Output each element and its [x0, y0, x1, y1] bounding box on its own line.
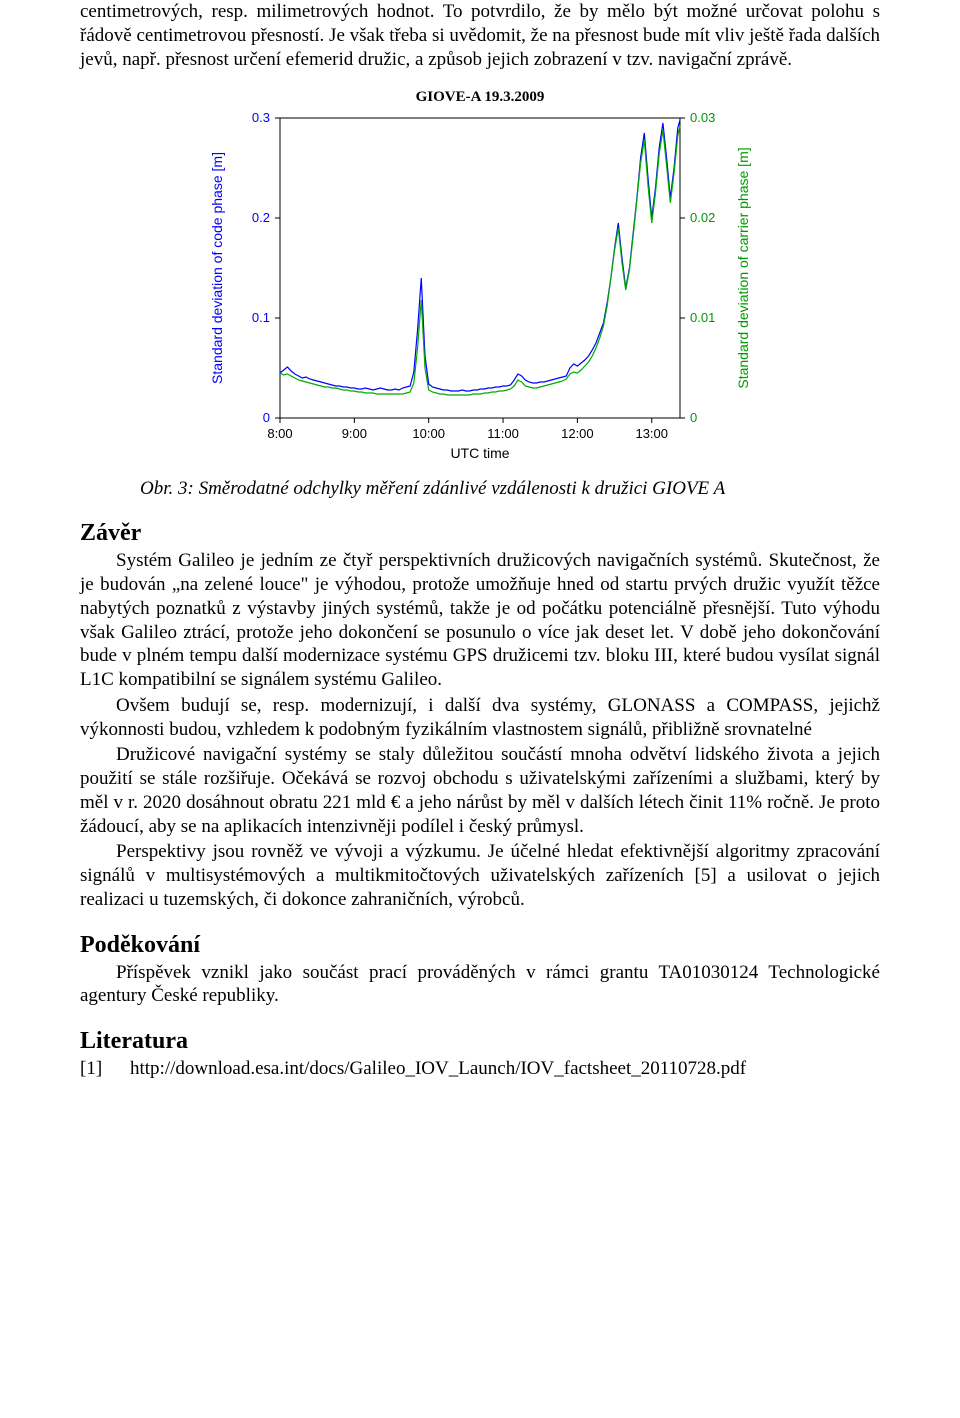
- svg-text:UTC time: UTC time: [450, 445, 509, 461]
- svg-text:11:00: 11:00: [487, 426, 519, 441]
- figure-caption: Obr. 3: Směrodatné odchylky měření zdánl…: [80, 478, 880, 500]
- reference-1-num: [1]: [80, 1057, 130, 1081]
- heading-literatura: Literatura: [80, 1028, 880, 1055]
- intro-paragraph: centimetrových, resp. milimetrových hodn…: [80, 0, 880, 71]
- svg-text:0: 0: [263, 410, 270, 425]
- svg-text:8:00: 8:00: [267, 426, 292, 441]
- svg-text:0.03: 0.03: [690, 110, 715, 125]
- svg-text:0.2: 0.2: [252, 210, 270, 225]
- svg-text:0: 0: [690, 410, 697, 425]
- zaver-p4: Perspektivy jsou rovněž ve vývoji a výzk…: [80, 840, 880, 911]
- heading-podekovani: Poděkování: [80, 932, 880, 959]
- chart-title: GIOVE-A 19.3.2009: [200, 89, 760, 106]
- zaver-p2: Ovšem budují se, resp. modernizují, i da…: [80, 694, 880, 742]
- svg-text:0.1: 0.1: [252, 310, 270, 325]
- svg-text:0.3: 0.3: [252, 110, 270, 125]
- svg-text:Standard deviation of code pha: Standard deviation of code phase [m]: [209, 152, 225, 384]
- svg-text:9:00: 9:00: [342, 426, 367, 441]
- podekovani-p1: Příspěvek vznikl jako součást prací prov…: [80, 961, 880, 1009]
- heading-zaver: Závěr: [80, 520, 880, 547]
- svg-text:0.02: 0.02: [690, 210, 715, 225]
- figure-3: GIOVE-A 19.3.2009 8:00 9:00 10:00 11:00 12:0…: [200, 89, 760, 468]
- svg-text:13:00: 13:00: [635, 426, 668, 441]
- chart-svg: 8:00 9:00 10:00 11:00 12:00 13:00 UTC time 0 0.1…: [200, 108, 760, 468]
- svg-text:12:00: 12:00: [561, 426, 594, 441]
- zaver-p1: Systém Galileo je jedním ze čtyř perspek…: [80, 549, 880, 692]
- zaver-p3: Družicové navigační systémy se staly důl…: [80, 743, 880, 838]
- svg-text:0.01: 0.01: [690, 310, 715, 325]
- svg-text:10:00: 10:00: [412, 426, 445, 441]
- reference-1: [1] http://download.esa.int/docs/Galileo…: [80, 1057, 880, 1081]
- svg-text:Standard deviation of carrier: Standard deviation of carrier phase [m]: [735, 148, 751, 389]
- reference-1-url: http://download.esa.int/docs/Galileo_IOV…: [130, 1057, 880, 1081]
